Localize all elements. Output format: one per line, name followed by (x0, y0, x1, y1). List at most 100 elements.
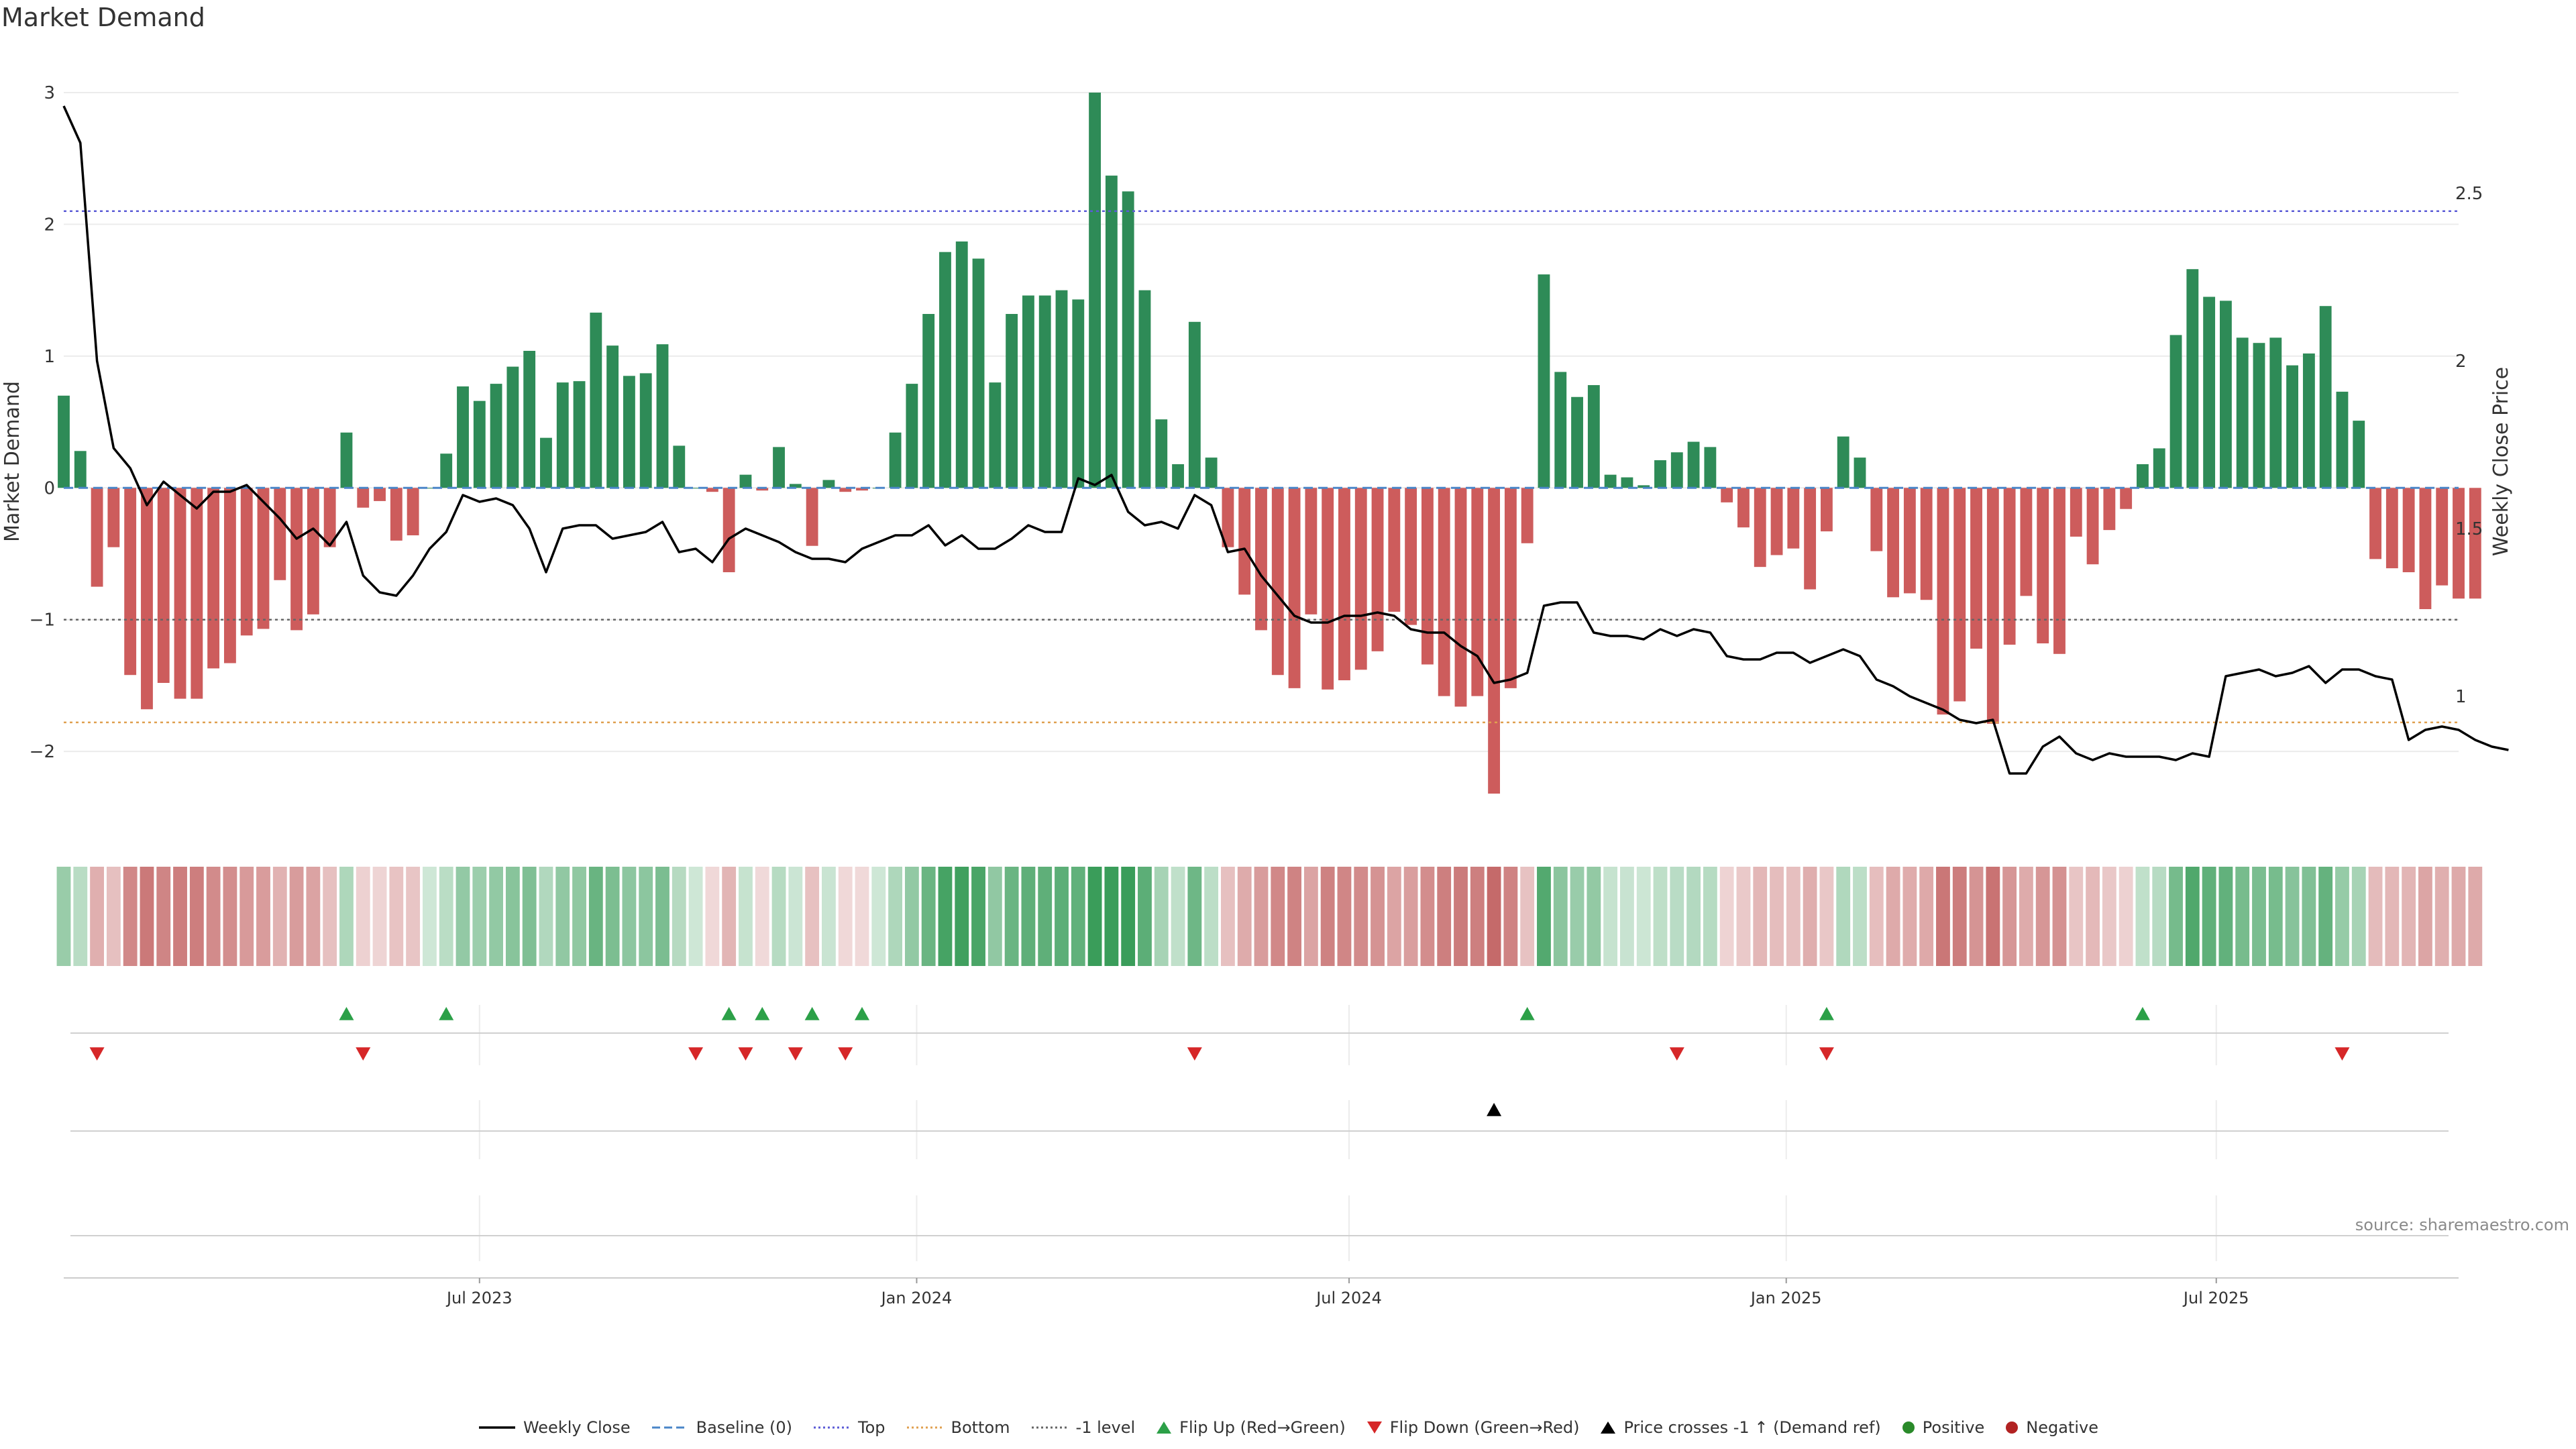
demand-bar (623, 376, 635, 488)
heat-cell (539, 867, 553, 966)
heat-cell (1587, 867, 1601, 966)
heat-cell (855, 867, 869, 966)
demand-bar (2453, 488, 2465, 599)
demand-bar (1255, 488, 1267, 631)
heat-cell (1603, 867, 1618, 966)
heat-cell (2218, 867, 2233, 966)
demand-bar (1405, 488, 1417, 625)
demand-bar (1172, 464, 1184, 488)
y-tick-label: −2 (30, 742, 55, 762)
heat-cell (2202, 867, 2216, 966)
heat-cell (239, 867, 254, 966)
demand-bar (2286, 365, 2299, 488)
heat-cell (1653, 867, 1668, 966)
demand-bar (1604, 474, 1617, 488)
dotted-line-icon (814, 1426, 850, 1429)
demand-bar (2037, 488, 2049, 644)
legend-item: Weekly Close (478, 1418, 631, 1437)
demand-bar (2402, 488, 2415, 572)
demand-bar (673, 445, 686, 488)
heat-cell (2285, 867, 2300, 966)
demand-bar (2070, 488, 2082, 537)
demand-bar (2269, 337, 2282, 488)
demand-bar (989, 382, 1002, 488)
x-tick-label: Jul 2023 (445, 1289, 513, 1307)
demand-bar (1322, 488, 1334, 690)
legend-label: Weekly Close (523, 1418, 631, 1437)
legend-item: Flip Up (Red→Green) (1155, 1418, 1346, 1437)
heat-cell (1753, 867, 1768, 966)
demand-bar (1504, 488, 1517, 688)
heat-cell (389, 867, 404, 966)
heat-cell (2252, 867, 2266, 966)
demand-bar (2169, 335, 2182, 488)
x-tick-label: Jan 2024 (880, 1289, 953, 1307)
demand-bar (1687, 441, 1700, 488)
demand-bar (906, 384, 918, 488)
heat-cell (156, 867, 171, 966)
heat-cell (2451, 867, 2466, 966)
triangle-up-icon (1601, 1421, 1616, 1434)
legend-item: Baseline (0) (651, 1418, 792, 1437)
demand-bar (74, 451, 87, 488)
heat-cell (1819, 867, 1834, 966)
demand-bar (1188, 321, 1201, 488)
cross-markers (70, 1103, 2449, 1236)
y-tick-label: 0 (44, 478, 55, 498)
heat-cell (771, 867, 786, 966)
flip-up-marker (855, 1007, 869, 1020)
demand-bar (91, 488, 103, 587)
heat-cell (73, 867, 88, 966)
heat-cell (289, 867, 304, 966)
flip-down-marker (688, 1047, 704, 1061)
reference-lines (64, 210, 2459, 724)
demand-bar (2253, 343, 2265, 488)
grid-layer (64, 92, 2459, 1261)
legend-item: Flip Down (Green→Red) (1366, 1418, 1580, 1437)
demand-bar (2203, 297, 2216, 488)
demand-bar (2186, 269, 2199, 488)
heat-cell (622, 867, 637, 966)
flip-up-marker (339, 1007, 354, 1020)
heat-cell (705, 867, 720, 966)
heat-cell (871, 867, 886, 966)
demand-bar (1155, 419, 1168, 488)
demand-bar (806, 488, 818, 546)
demand-bar (1787, 488, 1800, 549)
heat-cell (904, 867, 919, 966)
heat-cell (1503, 867, 1518, 966)
y-right-tick-label: 2.5 (2455, 184, 2483, 204)
legend-label: Flip Down (Green→Red) (1389, 1418, 1580, 1437)
heat-cell (2385, 867, 2400, 966)
heat-cell (987, 867, 1002, 966)
demand-bar (107, 488, 120, 547)
legend-item: Positive (1901, 1418, 1984, 1437)
demand-bar (706, 488, 718, 492)
heat-cell (1686, 867, 1701, 966)
heat-cell (1154, 867, 1169, 966)
heat-cell (555, 867, 570, 966)
legend-item: Price crosses -1 ↑ (Demand ref) (1599, 1418, 1881, 1437)
heat-cell (805, 867, 820, 966)
flip-up-marker (755, 1007, 770, 1020)
demand-bar (223, 488, 236, 663)
heat-cell (2268, 867, 2283, 966)
flip-up-marker (721, 1007, 737, 1020)
y-right-tick-label: 2 (2455, 352, 2467, 372)
heat-cell (722, 867, 737, 966)
heat-cell (472, 867, 487, 966)
demand-bar (856, 488, 868, 491)
demand-bar (1903, 488, 1916, 594)
heat-cell (1320, 867, 1335, 966)
heat-cell (2152, 867, 2167, 966)
axes-layer: −2 −1 0 1 2 3 1 1.5 2 2.5 Market Demand Weekly Clos… (1, 83, 2513, 762)
heat-cell (2135, 867, 2150, 966)
demand-bar (1338, 488, 1350, 681)
heat-cell (2335, 867, 2349, 966)
heat-cell (2368, 867, 2383, 966)
demand-bar (1587, 385, 1600, 488)
demand-bar (2436, 488, 2449, 586)
demand-bar (606, 345, 619, 488)
heat-cell (223, 867, 237, 966)
demand-bar (1388, 488, 1401, 612)
